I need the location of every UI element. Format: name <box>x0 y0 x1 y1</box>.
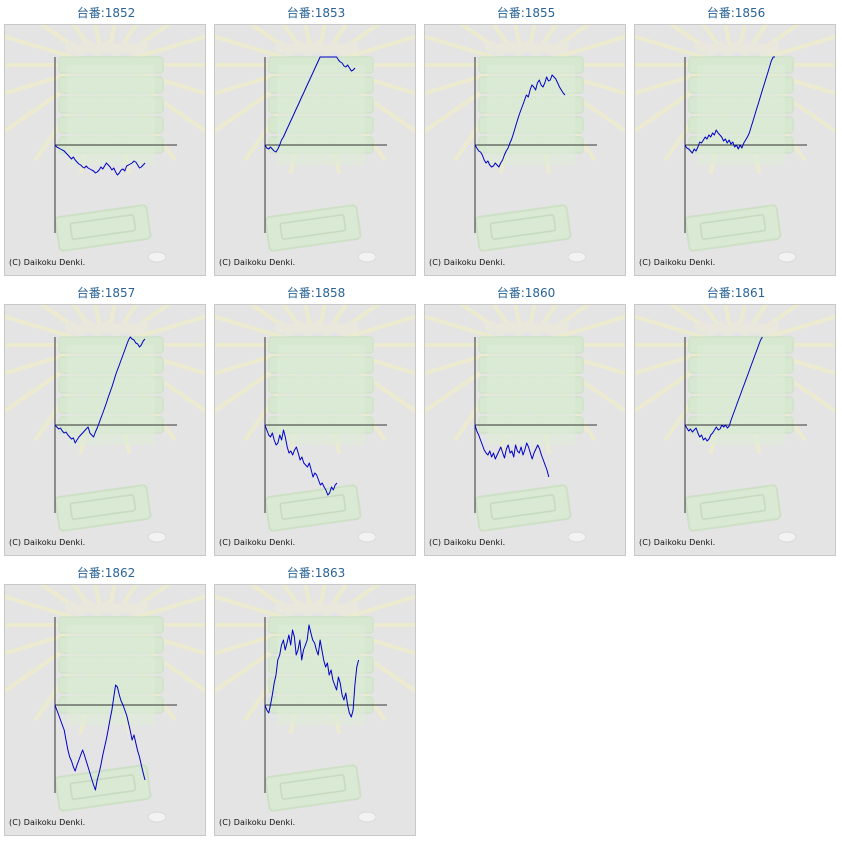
pachinko-machine-background <box>425 305 625 543</box>
chart-frame: (C) Daikoku Denki. <box>4 584 206 836</box>
chart-frame: (C) Daikoku Denki. <box>4 304 206 556</box>
chart-title: 台番:1858 <box>286 286 346 300</box>
chart-title: 台番:1852 <box>76 6 136 20</box>
copyright-text: (C) Daikoku Denki. <box>219 538 296 547</box>
chart-title: 台番:1862 <box>76 566 136 580</box>
copyright-text: (C) Daikoku Denki. <box>639 538 716 547</box>
copyright-text: (C) Daikoku Denki. <box>219 258 296 267</box>
chart-title: 台番:1853 <box>286 6 346 20</box>
chart-frame: (C) Daikoku Denki. <box>214 304 416 556</box>
chart-frame: (C) Daikoku Denki. <box>4 24 206 276</box>
series-line <box>264 56 356 153</box>
chart-panel: 台番:1855 (C) Daikoku Denki. <box>424 0 628 276</box>
chart-frame: (C) Daikoku Denki. <box>634 304 836 556</box>
chart-panel: 台番:1852 (C) Daikoku Denki. <box>4 0 208 276</box>
chart-title: 台番:1863 <box>286 566 346 580</box>
copyright-text: (C) Daikoku Denki. <box>639 258 716 267</box>
series-line <box>474 74 566 168</box>
chart-title: 台番:1861 <box>706 286 766 300</box>
chart-panel: 台番:1861 (C) Daikoku Denki. <box>634 280 838 556</box>
chart-svg <box>635 305 835 543</box>
chart-panel: 台番:1857 (C) Daikoku Denki. <box>4 280 208 556</box>
chart-svg <box>425 25 625 263</box>
series-line <box>54 684 146 791</box>
chart-svg <box>5 305 205 543</box>
chart-panel: 台番:1863 (C) Daikoku Denki. <box>214 560 418 836</box>
chart-frame: (C) Daikoku Denki. <box>214 24 416 276</box>
chart-svg <box>215 25 415 263</box>
chart-svg <box>215 585 415 823</box>
chart-svg <box>5 585 205 823</box>
chart-frame: (C) Daikoku Denki. <box>634 24 836 276</box>
copyright-text: (C) Daikoku Denki. <box>429 538 506 547</box>
series-line <box>264 424 338 496</box>
chart-title: 台番:1856 <box>706 6 766 20</box>
pachinko-machine-background <box>215 585 415 823</box>
chart-panel: 台番:1853 (C) Daikoku Denki. <box>214 0 418 276</box>
chart-svg <box>635 25 835 263</box>
pachinko-machine-background <box>635 305 835 543</box>
copyright-text: (C) Daikoku Denki. <box>9 818 86 827</box>
chart-panel: 台番:1860 (C) Daikoku Denki. <box>424 280 628 556</box>
pachinko-machine-background <box>425 25 625 263</box>
pachinko-machine-background <box>5 585 205 823</box>
chart-frame: (C) Daikoku Denki. <box>424 304 626 556</box>
pachinko-machine-background <box>635 25 835 263</box>
pachinko-machine-background <box>215 25 415 263</box>
series-line <box>264 624 360 718</box>
chart-svg <box>425 305 625 543</box>
series-line <box>474 424 550 478</box>
chart-panel: 台番:1862 (C) Daikoku Denki. <box>4 560 208 836</box>
chart-title: 台番:1855 <box>496 6 556 20</box>
pachinko-machine-background <box>215 305 415 543</box>
series-line <box>684 336 763 442</box>
chart-panel: 台番:1858 (C) Daikoku Denki. <box>214 280 418 556</box>
copyright-text: (C) Daikoku Denki. <box>9 258 86 267</box>
chart-frame: (C) Daikoku Denki. <box>424 24 626 276</box>
chart-svg <box>5 25 205 263</box>
chart-title: 台番:1860 <box>496 286 556 300</box>
pachinko-machine-background <box>5 305 205 543</box>
copyright-text: (C) Daikoku Denki. <box>429 258 506 267</box>
copyright-text: (C) Daikoku Denki. <box>9 538 86 547</box>
chart-svg <box>215 305 415 543</box>
chart-frame: (C) Daikoku Denki. <box>214 584 416 836</box>
series-line <box>54 336 146 444</box>
copyright-text: (C) Daikoku Denki. <box>219 818 296 827</box>
chart-panel: 台番:1856 (C) Daikoku Denki. <box>634 0 838 276</box>
chart-title: 台番:1857 <box>76 286 136 300</box>
pachinko-machine-background <box>5 25 205 263</box>
series-line <box>54 144 146 176</box>
series-line <box>684 56 775 154</box>
